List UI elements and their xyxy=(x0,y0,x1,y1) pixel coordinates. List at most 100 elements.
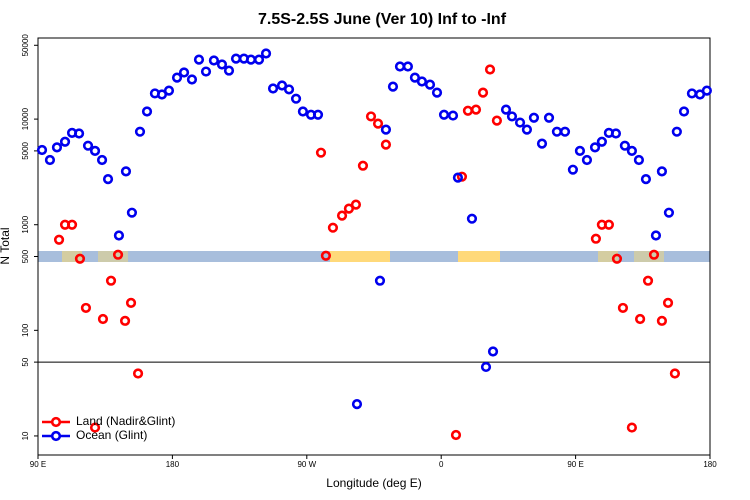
point xyxy=(640,174,652,185)
point xyxy=(208,55,220,66)
y-tick-label: 5000 xyxy=(21,141,30,159)
point xyxy=(487,346,499,357)
point xyxy=(567,164,579,175)
point xyxy=(633,154,645,166)
point xyxy=(80,302,92,314)
point xyxy=(200,66,212,77)
point xyxy=(543,112,555,123)
point xyxy=(484,64,496,75)
legend-label: Land (Nadir&Glint) xyxy=(76,414,175,428)
point xyxy=(74,253,86,264)
point xyxy=(626,145,637,156)
point xyxy=(662,297,674,308)
x-axis-label: Longitude (deg E) xyxy=(326,476,421,490)
point xyxy=(357,160,369,171)
point xyxy=(36,144,48,156)
point xyxy=(663,207,675,218)
x-tick-label: 90 E xyxy=(567,460,583,469)
point xyxy=(611,253,623,264)
point xyxy=(120,166,132,177)
point xyxy=(350,199,362,210)
point xyxy=(372,118,384,129)
point xyxy=(230,53,242,64)
point xyxy=(53,234,65,245)
point xyxy=(312,109,324,120)
point xyxy=(466,213,478,224)
point xyxy=(374,275,386,286)
point xyxy=(132,368,144,379)
point xyxy=(450,429,462,441)
point xyxy=(589,142,601,153)
point xyxy=(642,275,654,286)
point xyxy=(514,117,526,128)
point xyxy=(452,172,464,183)
point xyxy=(438,109,450,120)
point xyxy=(500,104,512,115)
point xyxy=(186,74,198,85)
point xyxy=(491,115,503,126)
point xyxy=(574,145,586,156)
point xyxy=(216,59,228,70)
point xyxy=(581,154,593,166)
point xyxy=(97,313,109,325)
point xyxy=(336,210,348,221)
point xyxy=(402,61,413,72)
point xyxy=(245,54,257,65)
y-axis-label: N Total xyxy=(0,227,12,264)
legend-marker xyxy=(50,430,62,442)
point xyxy=(51,142,63,153)
point xyxy=(424,79,436,90)
point xyxy=(297,106,309,117)
x-tick-label: 90 E xyxy=(30,460,46,469)
y-tick-label: 100 xyxy=(21,323,30,337)
chart-title: 7.5S-2.5S June (Ver 10) Inf to -Inf xyxy=(258,11,507,28)
legend-marker xyxy=(50,416,62,428)
point xyxy=(134,126,146,137)
point xyxy=(536,138,548,149)
point xyxy=(559,126,571,137)
point xyxy=(89,145,101,156)
point xyxy=(105,275,117,286)
point xyxy=(351,399,363,410)
x-tick-label: 180 xyxy=(703,460,717,469)
point xyxy=(603,219,615,230)
point xyxy=(315,147,327,158)
point xyxy=(112,249,124,260)
point xyxy=(480,361,492,373)
point xyxy=(650,230,662,241)
point xyxy=(267,83,279,94)
point xyxy=(171,72,183,83)
point xyxy=(113,230,125,241)
point xyxy=(96,154,108,166)
point xyxy=(193,54,205,65)
point xyxy=(125,297,137,308)
point xyxy=(686,88,698,99)
point xyxy=(431,87,443,98)
point xyxy=(596,136,607,147)
point xyxy=(82,140,94,151)
point xyxy=(73,128,85,139)
point xyxy=(619,140,630,151)
point xyxy=(610,128,622,139)
point xyxy=(648,249,660,260)
y-tick-label: 10 xyxy=(21,431,30,440)
point xyxy=(669,368,681,379)
point xyxy=(343,203,355,214)
point xyxy=(656,166,668,177)
y-tick-label: 500 xyxy=(21,249,30,263)
point xyxy=(365,111,377,122)
point xyxy=(521,124,533,135)
point xyxy=(380,139,392,150)
point xyxy=(126,207,138,218)
point xyxy=(551,126,563,137)
point xyxy=(178,67,190,78)
point xyxy=(528,112,540,123)
y-tick-label: 10000 xyxy=(21,107,30,130)
point xyxy=(327,222,339,233)
point xyxy=(89,422,101,433)
x-tick-label: 90 W xyxy=(297,460,316,469)
point xyxy=(283,84,295,95)
point xyxy=(462,105,474,116)
point xyxy=(590,233,602,244)
